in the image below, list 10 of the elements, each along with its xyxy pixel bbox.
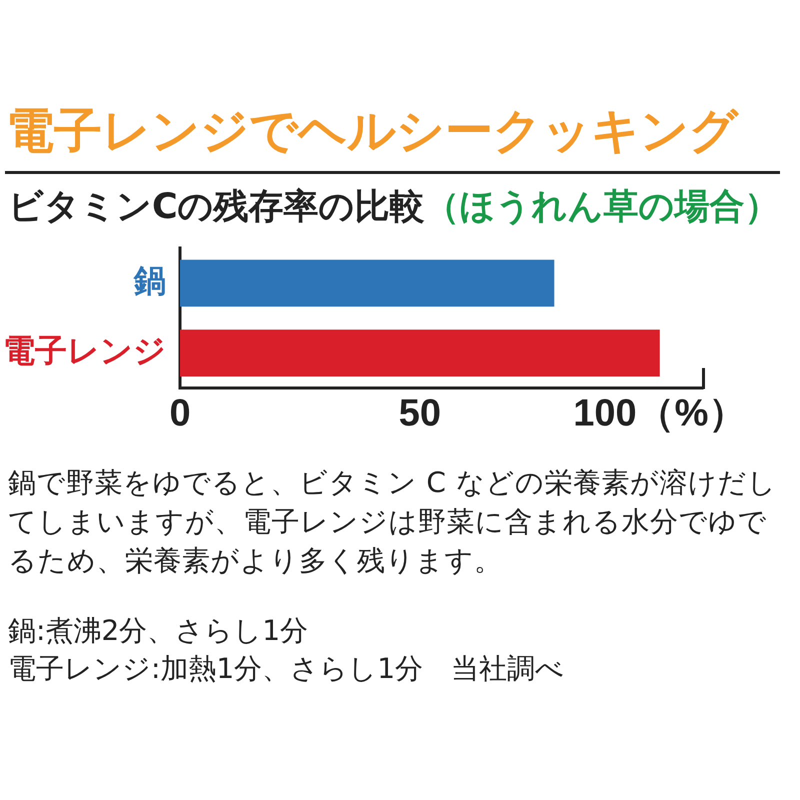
text: 鍋で野菜をゆでると、ビタミン C などの栄養素が溶けだしてしまいますが、電子レンジは野菜に含まれる水分でゆでるため、栄養素がより多く残ります。 [8,465,778,579]
text: 鍋:煮沸2分、さらし1分 [8,613,308,649]
x-tick-label: 0 [169,392,191,434]
x-tick-label: 100（%） [573,392,746,434]
text: 電子レンジ:加熱1分、さらし1分 当社調べ [8,651,564,687]
chart-subtitle: ビタミンCの残存率の比較（ほうれん草の場合） [8,187,780,227]
x-tick-label: 50 [398,392,442,434]
y-tick-label: 鍋 [133,261,166,300]
y-tick-label: 電子レンジ [3,331,166,370]
chart-title: 電子レンジでヘルシークッキング [6,102,738,161]
